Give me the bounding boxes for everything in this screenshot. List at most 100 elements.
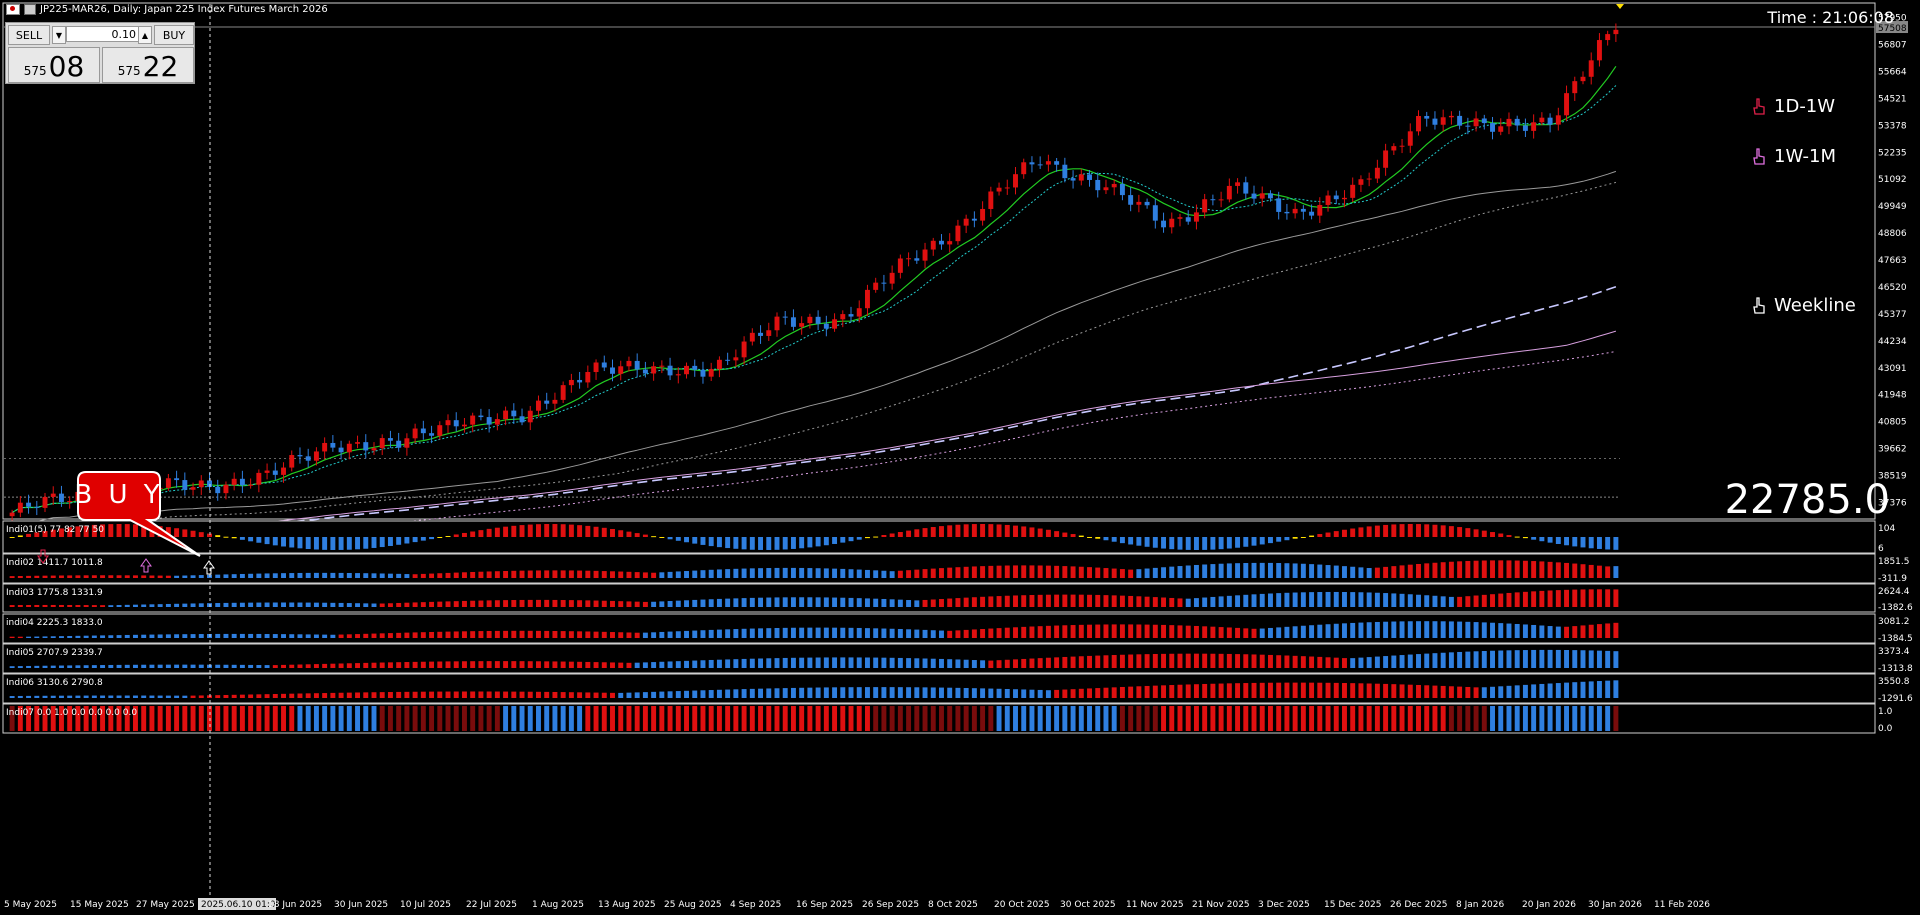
indicator-bar bbox=[1202, 706, 1208, 731]
indicator-bar bbox=[182, 664, 188, 668]
candle-body bbox=[873, 282, 879, 290]
indicator-bar bbox=[889, 687, 895, 698]
indicator-bar bbox=[980, 524, 986, 537]
buy-price-display[interactable]: 575 22 bbox=[102, 47, 194, 83]
candle-body bbox=[552, 399, 558, 404]
candle-body bbox=[1350, 184, 1356, 198]
indicator-bar bbox=[1596, 624, 1602, 638]
indicator-bar bbox=[971, 629, 977, 638]
sell-price-pips: 08 bbox=[48, 50, 85, 83]
indicator-bar bbox=[889, 706, 895, 731]
indicator-bar bbox=[1333, 531, 1339, 537]
price-axis-label: 39662 bbox=[1878, 445, 1907, 455]
price-axis-label: 43091 bbox=[1878, 364, 1907, 374]
indicator-bar bbox=[1580, 650, 1586, 668]
price-axis-label: 47663 bbox=[1878, 256, 1907, 266]
indicator-bar bbox=[297, 693, 303, 698]
indicator-bar bbox=[108, 575, 114, 578]
indicator-bar bbox=[1169, 625, 1175, 638]
indicator-bar bbox=[634, 692, 640, 698]
indicator-bar bbox=[807, 657, 813, 668]
indicator-bar bbox=[1029, 626, 1035, 638]
indicator-bar bbox=[1506, 560, 1512, 578]
indicator-bar bbox=[1407, 564, 1413, 578]
one-click-trade-panel: SELL ▼ ▲ BUY 575 08 575 22 bbox=[5, 22, 195, 84]
indicator-bar bbox=[568, 706, 574, 731]
candle-body bbox=[511, 410, 517, 417]
indicator-bar bbox=[223, 602, 229, 607]
indicator-bar bbox=[1481, 622, 1487, 638]
candle-body bbox=[906, 258, 912, 260]
indicator-bar bbox=[1185, 598, 1191, 607]
indicator-bar bbox=[461, 572, 467, 578]
indicator-bar bbox=[1004, 565, 1010, 578]
candle-body bbox=[396, 440, 402, 448]
indicator-bar bbox=[1317, 656, 1323, 668]
indicator-bar bbox=[223, 536, 229, 538]
indicator-bar bbox=[618, 706, 624, 731]
candle-body bbox=[215, 486, 221, 494]
indicator-bar bbox=[91, 575, 97, 578]
buy-button[interactable]: BUY bbox=[154, 25, 194, 45]
indicator-bar bbox=[1325, 565, 1331, 578]
lot-size-input[interactable] bbox=[66, 26, 140, 42]
indicator-bar bbox=[1465, 560, 1471, 578]
indicator-bar bbox=[26, 636, 32, 638]
indicator-bar bbox=[930, 687, 936, 698]
chart-type-icon[interactable] bbox=[24, 4, 36, 15]
indicator-bar bbox=[1506, 706, 1512, 731]
indicator-bar bbox=[1259, 654, 1265, 668]
indicator-bar bbox=[141, 575, 147, 578]
indicator-bar bbox=[133, 706, 138, 731]
indicator-bar bbox=[700, 690, 706, 698]
current-price-axis-label: 57508 bbox=[1878, 24, 1907, 34]
candle-body bbox=[322, 442, 328, 452]
indicator-bar bbox=[1531, 537, 1537, 540]
price-axis-label: 41948 bbox=[1878, 391, 1907, 401]
indicator-bar bbox=[864, 598, 870, 607]
indicator-bar bbox=[790, 597, 796, 607]
lot-increase-button[interactable]: ▲ bbox=[138, 26, 152, 44]
indicator-bar bbox=[1588, 624, 1594, 638]
indicator-bar bbox=[955, 630, 961, 638]
indicator-bar bbox=[1111, 568, 1117, 578]
indicator-bar bbox=[239, 573, 245, 578]
indicator-bar bbox=[1358, 567, 1364, 578]
sell-button[interactable]: SELL bbox=[8, 25, 50, 45]
indicator-bar bbox=[651, 572, 657, 578]
indicator-panel bbox=[2, 553, 1876, 584]
indicator-bar bbox=[272, 706, 278, 731]
indicator-bar bbox=[675, 661, 681, 668]
indicator-bar bbox=[1202, 683, 1208, 698]
indicator-bar bbox=[1070, 656, 1076, 668]
lot-decrease-button[interactable]: ▼ bbox=[52, 26, 66, 44]
candle-body bbox=[1539, 117, 1545, 123]
indicator-bar bbox=[215, 574, 221, 578]
candle-body bbox=[1490, 123, 1495, 132]
indicator-panel bbox=[2, 643, 1876, 674]
indicator-bar bbox=[67, 575, 73, 578]
indicator-bar bbox=[1062, 689, 1068, 698]
indicator-bar bbox=[1243, 654, 1249, 668]
sell-price-display[interactable]: 575 08 bbox=[8, 47, 100, 83]
indicator-bar bbox=[486, 528, 492, 537]
indicator-bar bbox=[1424, 524, 1430, 537]
indicator-bar bbox=[1457, 706, 1463, 731]
indicator-bar bbox=[1004, 706, 1010, 731]
indicator-bar bbox=[626, 692, 632, 698]
indicator-bar bbox=[733, 568, 739, 578]
candle-body bbox=[1054, 161, 1060, 165]
indicator-bar bbox=[26, 695, 32, 698]
indicator-bar bbox=[1152, 706, 1158, 731]
indicator-bar bbox=[939, 526, 944, 537]
indicator-bar bbox=[330, 692, 336, 698]
indicator-bar bbox=[1218, 563, 1224, 578]
indicator-bar bbox=[1416, 563, 1421, 578]
indicator-bar bbox=[980, 706, 986, 731]
indicator-bar bbox=[1128, 569, 1134, 578]
indicator-bar bbox=[659, 706, 665, 731]
candle-body bbox=[1333, 195, 1339, 200]
indicator-bar bbox=[577, 631, 583, 638]
indicator-bar bbox=[1539, 649, 1545, 668]
